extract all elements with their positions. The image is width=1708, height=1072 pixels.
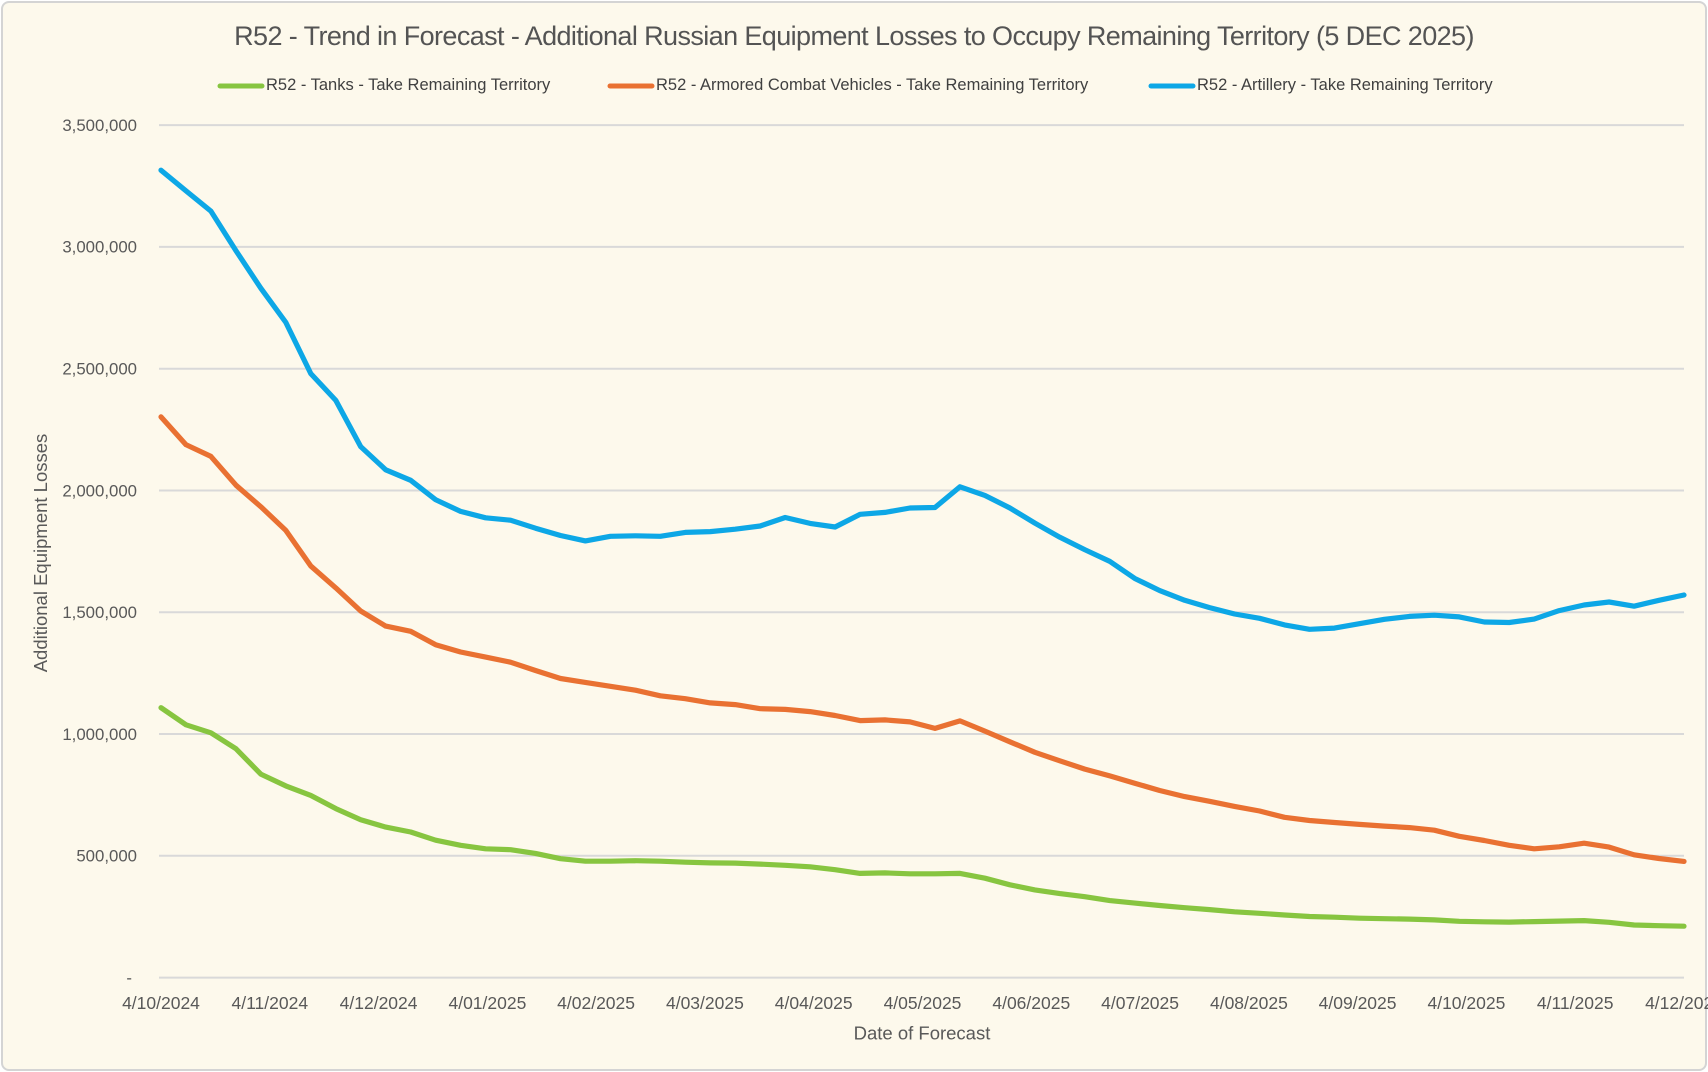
svg-text:4/09/2025: 4/09/2025: [1319, 993, 1397, 1013]
svg-text:4/07/2025: 4/07/2025: [1101, 993, 1179, 1013]
svg-text:2,500,000: 2,500,000: [62, 360, 137, 379]
svg-text:R52 - Trend in Forecast - Addi: R52 - Trend in Forecast - Additional Rus…: [234, 21, 1474, 51]
svg-text:1,000,000: 1,000,000: [62, 725, 137, 744]
svg-text:3,500,000: 3,500,000: [62, 116, 137, 135]
svg-text:4/11/2024: 4/11/2024: [232, 993, 309, 1013]
svg-text:4/02/2025: 4/02/2025: [557, 993, 635, 1013]
svg-text:4/08/2025: 4/08/2025: [1210, 993, 1288, 1013]
svg-text:Additional Equipment Losses: Additional Equipment Losses: [30, 434, 51, 673]
svg-text:4/12/2025: 4/12/2025: [1645, 993, 1708, 1013]
svg-text:4/12/2024: 4/12/2024: [340, 993, 418, 1013]
svg-text:4/10/2024: 4/10/2024: [122, 993, 200, 1013]
svg-text:4/10/2025: 4/10/2025: [1427, 993, 1505, 1013]
svg-text:4/06/2025: 4/06/2025: [992, 993, 1070, 1013]
svg-text:1,500,000: 1,500,000: [62, 603, 137, 622]
svg-text:R52 - Armored Combat Vehicles: R52 - Armored Combat Vehicles - Take Rem…: [656, 76, 1089, 94]
svg-text:500,000: 500,000: [76, 847, 137, 866]
svg-text:-: -: [126, 968, 132, 987]
svg-text:2,000,000: 2,000,000: [62, 481, 137, 500]
svg-text:4/05/2025: 4/05/2025: [884, 993, 962, 1013]
svg-text:R52 - Artillery - Take Remaini: R52 - Artillery - Take Remaining Territo…: [1197, 76, 1493, 94]
svg-text:4/03/2025: 4/03/2025: [666, 993, 744, 1013]
svg-text:4/04/2025: 4/04/2025: [775, 993, 853, 1013]
svg-text:R52 - Tanks - Take Remaining T: R52 - Tanks - Take Remaining Territory: [266, 76, 551, 94]
svg-text:4/11/2025: 4/11/2025: [1537, 993, 1614, 1013]
svg-text:4/01/2025: 4/01/2025: [448, 993, 526, 1013]
svg-text:Date of Forecast: Date of Forecast: [854, 1023, 991, 1044]
svg-text:3,000,000: 3,000,000: [62, 238, 137, 257]
